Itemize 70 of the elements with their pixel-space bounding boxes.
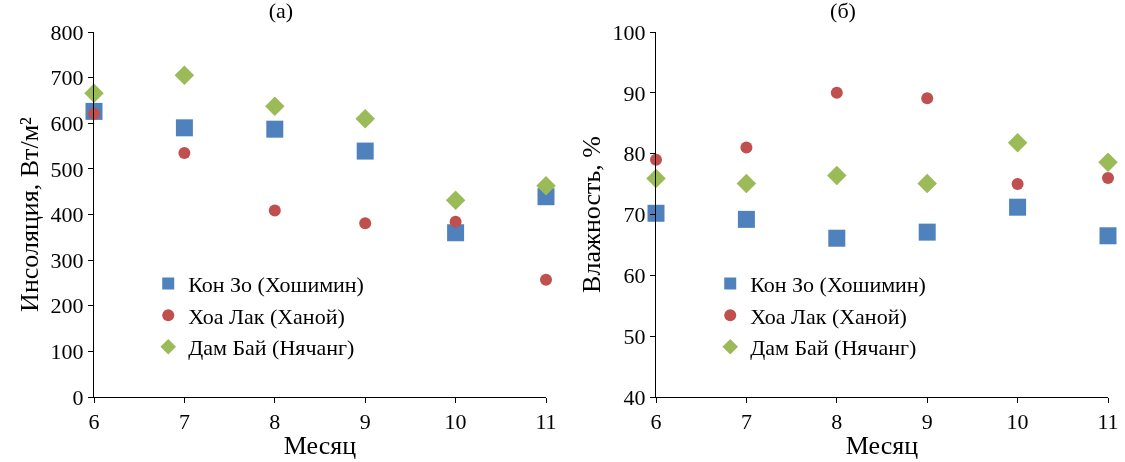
- point: [918, 223, 936, 241]
- y-tick-label: 100: [50, 339, 84, 365]
- point: [830, 86, 843, 99]
- y-tick-label: 0: [72, 384, 84, 410]
- x-axis-title: Месяц: [845, 431, 919, 461]
- x-tick-label: 10: [1006, 409, 1029, 435]
- point: [174, 65, 195, 86]
- point: [356, 142, 374, 160]
- point: [265, 96, 285, 117]
- y-tick-label: 100: [612, 19, 646, 45]
- point: [921, 92, 934, 105]
- point: [540, 273, 552, 286]
- legend-label: Кон Зо (Хошимин): [750, 272, 926, 298]
- point: [646, 168, 666, 189]
- y-tick-label: 700: [50, 65, 84, 91]
- legend-label: Дам Бай (Нячанг): [750, 335, 917, 361]
- point: [449, 215, 462, 228]
- legend-label: Хоа Лак (Ханой): [188, 303, 345, 329]
- x-tick-label: 9: [921, 409, 933, 435]
- chart-title: (а): [268, 0, 294, 23]
- point: [740, 141, 753, 154]
- legend-label: Дам Бай (Нячанг): [188, 335, 355, 361]
- point: [268, 204, 281, 217]
- point: [355, 108, 375, 129]
- y-axis-title: Инсоляция, Вт/м²: [15, 116, 44, 312]
- x-tick-label: 11: [1097, 409, 1119, 435]
- y-tick-label: 200: [50, 293, 84, 319]
- x-tick-label: 11: [535, 409, 557, 435]
- x-tick-label: 6: [650, 409, 662, 435]
- x-axis-title: Месяц: [283, 431, 357, 461]
- chart-title: (б): [830, 0, 856, 23]
- point: [178, 146, 191, 159]
- y-tick-label: 500: [50, 156, 84, 182]
- y-tick-label: 80: [623, 141, 646, 167]
- point: [1007, 132, 1028, 153]
- point: [175, 119, 193, 137]
- point: [445, 190, 466, 211]
- point: [1099, 227, 1117, 245]
- y-tick-label: 600: [50, 110, 84, 136]
- point: [827, 165, 847, 186]
- point: [917, 173, 937, 194]
- point: [1098, 152, 1118, 172]
- y-tick-label: 60: [623, 263, 646, 289]
- point: [1102, 172, 1114, 184]
- point: [647, 204, 665, 222]
- y-tick-label: 400: [50, 202, 84, 228]
- y-tick-label: 800: [50, 19, 84, 45]
- point: [737, 210, 755, 228]
- point: [359, 217, 372, 230]
- point: [1009, 198, 1027, 216]
- x-tick-label: 10: [444, 409, 467, 435]
- y-tick-label: 70: [623, 202, 646, 228]
- point: [266, 120, 284, 138]
- x-tick-label: 9: [359, 409, 371, 435]
- legend-label: Кон Зо (Хошимин): [188, 272, 364, 298]
- legend-label: Хоа Лак (Ханой): [750, 303, 907, 329]
- point: [828, 229, 846, 247]
- y-axis-title: Влажность, %: [577, 136, 606, 293]
- y-tick-label: 300: [50, 247, 84, 273]
- point: [536, 176, 556, 196]
- x-tick-label: 6: [88, 409, 100, 435]
- x-tick-label: 7: [740, 409, 752, 435]
- x-tick-label: 8: [269, 409, 281, 435]
- point: [736, 173, 757, 194]
- y-tick-label: 50: [623, 323, 646, 349]
- y-tick-label: 40: [623, 384, 646, 410]
- y-tick-label: 90: [623, 80, 646, 106]
- point: [1011, 178, 1024, 191]
- x-tick-label: 8: [831, 409, 843, 435]
- x-tick-label: 7: [178, 409, 190, 435]
